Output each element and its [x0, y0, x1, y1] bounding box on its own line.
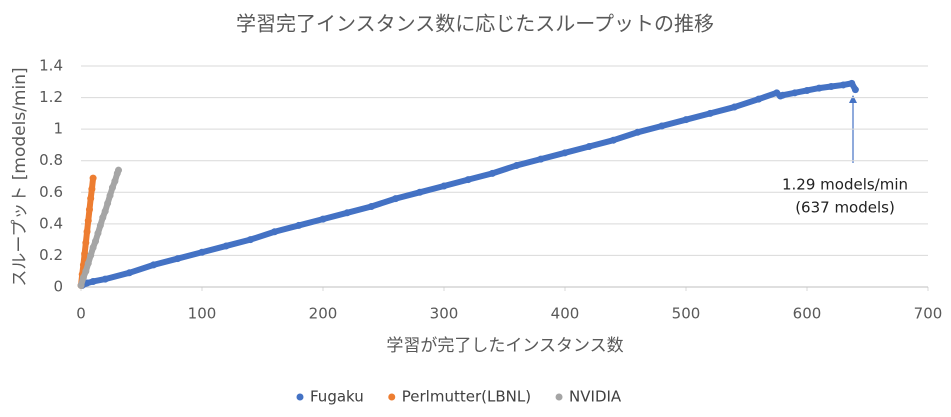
point [222, 242, 230, 250]
point [89, 174, 97, 182]
legend-marker [296, 393, 304, 401]
y-tick-label: 1 [53, 120, 63, 138]
x-tick-label: 500 [672, 305, 701, 323]
point [585, 143, 593, 151]
y-tick-label: 0.8 [39, 151, 63, 169]
point [392, 195, 400, 203]
point [108, 184, 116, 192]
point [87, 195, 95, 203]
point [101, 207, 109, 215]
point [89, 277, 97, 285]
point [83, 228, 91, 236]
point [101, 275, 109, 283]
legend-label: NVIDIA [569, 388, 622, 406]
point [295, 221, 303, 229]
y-tick-label: 0 [53, 278, 63, 296]
point [730, 103, 738, 111]
point [99, 214, 107, 222]
point [609, 136, 617, 144]
point [319, 215, 327, 223]
point [440, 182, 448, 190]
y-axis-label: スループット [models/min] [10, 67, 30, 286]
point [106, 191, 114, 199]
annotation-arrowhead [849, 95, 857, 103]
x-tick-label: 200 [309, 305, 338, 323]
point [96, 221, 104, 229]
point [94, 229, 102, 237]
legend-label: Fugaku [310, 388, 364, 406]
point [271, 228, 279, 236]
point [803, 86, 811, 94]
point [416, 188, 424, 196]
x-tick-label: 600 [793, 305, 822, 323]
point [343, 209, 351, 217]
point [81, 250, 89, 258]
point [537, 155, 545, 163]
point [791, 89, 799, 97]
point [88, 185, 96, 193]
point [92, 237, 100, 245]
point [111, 177, 119, 185]
point [839, 81, 847, 89]
chart-title: 学習完了インスタンス数に応じたスループットの推移 [236, 12, 714, 36]
annotation-text: (637 models) [795, 199, 895, 217]
plot-area: 0 0.2 0.4 0.6 0.8 1 1.2 1.4 0 100 200 300 400 500 600 7… [39, 57, 942, 323]
y-tick-label: 0.6 [39, 183, 63, 201]
point [367, 202, 375, 210]
point [848, 79, 856, 87]
y-tick-label: 0.4 [39, 214, 63, 232]
point [513, 161, 521, 169]
point [84, 259, 92, 267]
point [150, 261, 158, 269]
legend-label: Perlmutter(LBNL) [402, 388, 531, 406]
point [561, 149, 569, 157]
x-axis-label: 学習が完了したインスタンス数 [386, 336, 623, 356]
point [79, 274, 87, 282]
x-tick-label: 100 [188, 305, 217, 323]
point [779, 91, 787, 99]
legend-marker [388, 393, 396, 401]
point [82, 239, 90, 247]
point [706, 109, 714, 117]
point [198, 248, 206, 256]
point [815, 84, 823, 92]
point [84, 217, 92, 225]
point [464, 176, 472, 184]
point [125, 269, 133, 277]
legend: Fugaku Perlmutter(LBNL) NVIDIA [296, 388, 622, 406]
point [104, 199, 112, 207]
point [851, 86, 859, 94]
point [634, 128, 642, 136]
y-tick-label: 0.2 [39, 246, 63, 264]
x-tick-label: 300 [430, 305, 459, 323]
point [115, 166, 123, 174]
legend-marker [555, 393, 563, 401]
point [77, 281, 85, 289]
point [85, 206, 93, 214]
point [658, 122, 666, 130]
x-tick-label: 400 [551, 305, 580, 323]
point [682, 116, 690, 124]
y-tick-label: 1.4 [39, 57, 63, 75]
point [488, 169, 496, 177]
point [89, 244, 97, 252]
x-tick-label: 700 [914, 305, 943, 323]
annotation-text: 1.29 models/min [782, 176, 908, 194]
point [82, 267, 90, 275]
point [827, 83, 835, 91]
point [87, 251, 95, 259]
y-tick-label: 1.2 [39, 88, 63, 106]
x-tick-label: 0 [76, 305, 86, 323]
point [246, 236, 254, 244]
point [174, 255, 182, 263]
point [755, 95, 763, 103]
